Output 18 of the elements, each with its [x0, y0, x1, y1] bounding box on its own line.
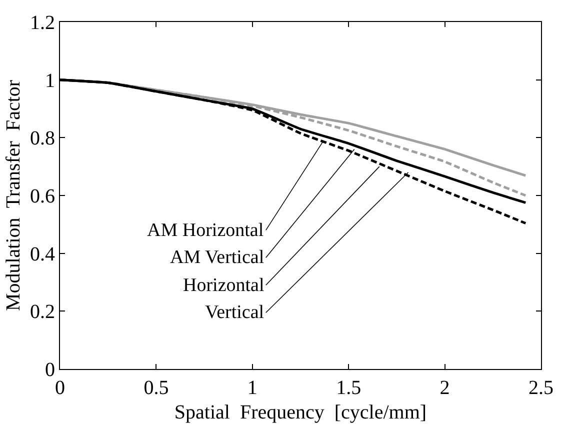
x-tick-label: 2.5 — [528, 377, 554, 399]
annotation: Vertical — [205, 302, 264, 323]
x-axis-title: Spatial Frequency [cycle/mm] — [174, 402, 427, 424]
annotation: AM Horizontal — [147, 220, 264, 241]
y-tick-label: 0.4 — [30, 243, 55, 266]
x-tick-label: 1.5 — [336, 377, 362, 399]
y-tick-label: 0.2 — [30, 301, 55, 324]
annotation: AM Vertical — [170, 247, 264, 268]
y-axis-title: Modulation Transfer Factor — [2, 80, 24, 312]
y-tick-label: 0.8 — [30, 128, 55, 150]
y-tick-label: 1.2 — [30, 12, 55, 34]
y-tick-label: 0.6 — [30, 186, 55, 208]
x-tick-label: 0.5 — [144, 377, 169, 399]
y-tick-label: 0 — [45, 359, 55, 381]
x-tick-label: 2 — [440, 377, 450, 399]
x-tick-label: 1 — [247, 377, 258, 399]
annotation: Horizontal — [183, 275, 264, 296]
y-tick-label: 1 — [45, 70, 55, 92]
